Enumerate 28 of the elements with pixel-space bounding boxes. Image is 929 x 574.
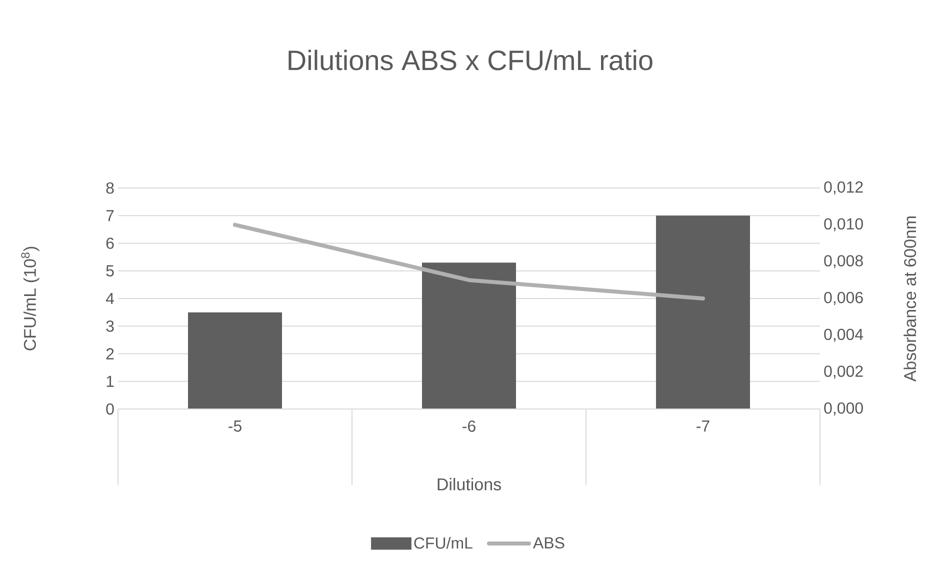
y2-tick-label: 0,002 (824, 366, 863, 379)
y2-tick-label: 0,006 (824, 292, 863, 306)
y-tick-label: 0 (106, 403, 114, 415)
x-tick-label: -5 (228, 420, 242, 432)
y2-tick-label: 0,012 (824, 181, 863, 195)
legend-label: ABS (533, 537, 564, 548)
bar (656, 216, 750, 409)
y2-tick-label: 0,004 (824, 328, 864, 342)
bar (188, 312, 282, 409)
chart-title: Dilutions ABS x CFU/mL ratio (288, 50, 652, 70)
y-tick-label: 3 (106, 320, 114, 332)
y2-axis-title: Absorbance at 600nm (904, 216, 916, 382)
y-tick-label: 1 (106, 376, 114, 387)
y2-tick-label: 0,000 (824, 402, 863, 416)
x-axis-title: Dilutions (438, 478, 501, 490)
legend-label: CFU/mL (414, 536, 472, 549)
y2-tick-label: 0,010 (824, 218, 863, 232)
y-tick-label: 2 (106, 348, 114, 360)
y-tick-label: 7 (106, 210, 114, 222)
x-tick-label: -7 (696, 420, 710, 432)
y2-tick-label: 0,008 (824, 255, 863, 268)
y-tick-label: 4 (106, 292, 114, 304)
y-tick-label: 8 (106, 182, 114, 194)
bar (422, 262, 516, 409)
y-tick-label: 6 (106, 238, 114, 249)
y-axis-title: CFU/mL (10$^{8}$) (21, 246, 40, 350)
y-tick-label: 5 (106, 265, 114, 276)
x-tick-label: -6 (462, 420, 476, 432)
